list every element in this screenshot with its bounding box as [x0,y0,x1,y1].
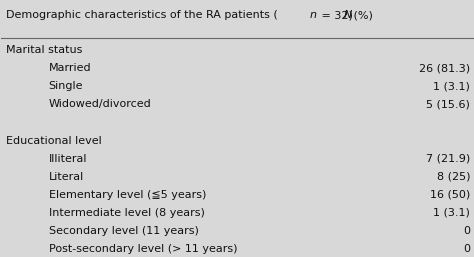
Text: Widowed/divorced: Widowed/divorced [48,99,151,109]
Text: Educational level: Educational level [6,135,102,145]
Text: 0: 0 [463,226,470,236]
Text: N: N [344,10,352,20]
Text: 0: 0 [463,244,470,254]
Text: 1 (3.1): 1 (3.1) [433,81,470,91]
Text: Elementary level (≦5 years): Elementary level (≦5 years) [48,190,206,200]
Text: (%): (%) [350,10,373,20]
Text: 5 (15.6): 5 (15.6) [427,99,470,109]
Text: 1 (3.1): 1 (3.1) [433,208,470,218]
Text: Married: Married [48,63,91,73]
Text: n: n [310,10,317,20]
Text: Post-secondary level (> 11 years): Post-secondary level (> 11 years) [48,244,237,254]
Text: Literal: Literal [48,172,84,182]
Text: Single: Single [48,81,83,91]
Text: Intermediate level (8 years): Intermediate level (8 years) [48,208,204,218]
Text: Marital status: Marital status [6,45,82,55]
Text: = 32): = 32) [318,10,356,20]
Text: 8 (25): 8 (25) [437,172,470,182]
Text: 7 (21.9): 7 (21.9) [426,154,470,164]
Text: Secondary level (11 years): Secondary level (11 years) [48,226,199,236]
Text: 26 (81.3): 26 (81.3) [419,63,470,73]
Text: Demographic characteristics of the RA patients (: Demographic characteristics of the RA pa… [6,10,278,20]
Text: Illiteral: Illiteral [48,154,87,164]
Text: 16 (50): 16 (50) [430,190,470,200]
